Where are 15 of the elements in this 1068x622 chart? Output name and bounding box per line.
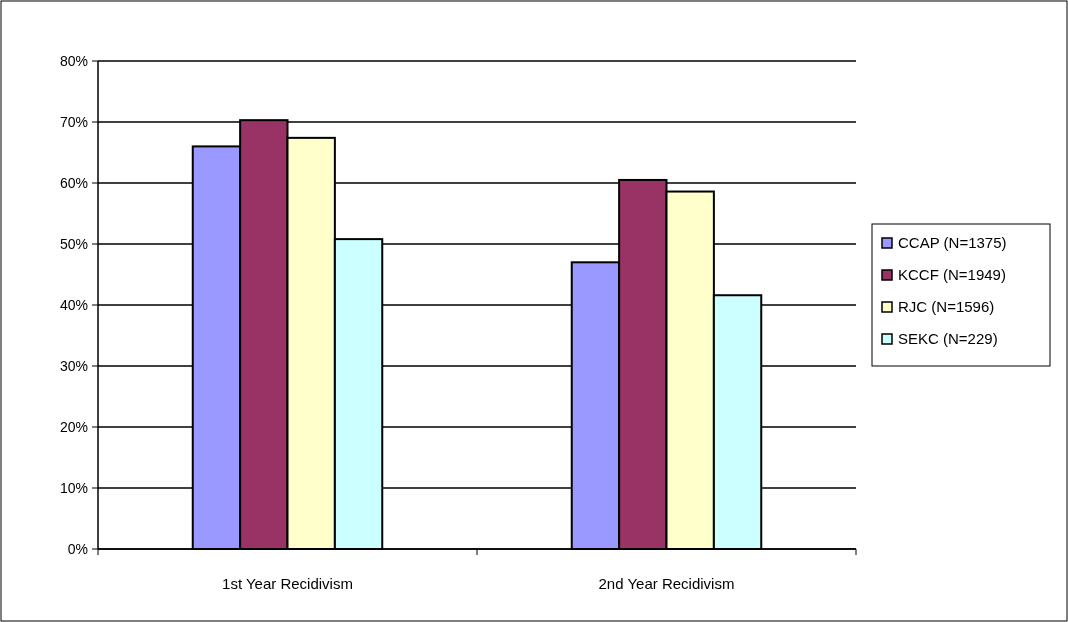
y-tick-label: 70% <box>59 113 88 130</box>
y-tick-label: 80% <box>59 52 88 69</box>
y-tick-label: 20% <box>59 418 88 435</box>
y-tick-label: 0% <box>67 540 88 557</box>
legend-label: KCCF (N=1949) <box>898 266 1006 284</box>
x-tick-label: 1st Year Recidivism <box>222 575 353 592</box>
y-tick-label: 30% <box>59 357 88 374</box>
y-tick-label: 50% <box>59 235 88 252</box>
y-tick-label: 60% <box>59 174 88 191</box>
legend-label: SEKC (N=229) <box>898 330 998 348</box>
y-tick-label: 40% <box>59 296 88 313</box>
x-tick-label: 2nd Year Recidivism <box>598 575 735 592</box>
legend-label: RJC (N=1596) <box>898 298 995 316</box>
legend-label: CCAP (N=1375) <box>898 234 1007 252</box>
y-tick-label: 10% <box>59 479 88 496</box>
